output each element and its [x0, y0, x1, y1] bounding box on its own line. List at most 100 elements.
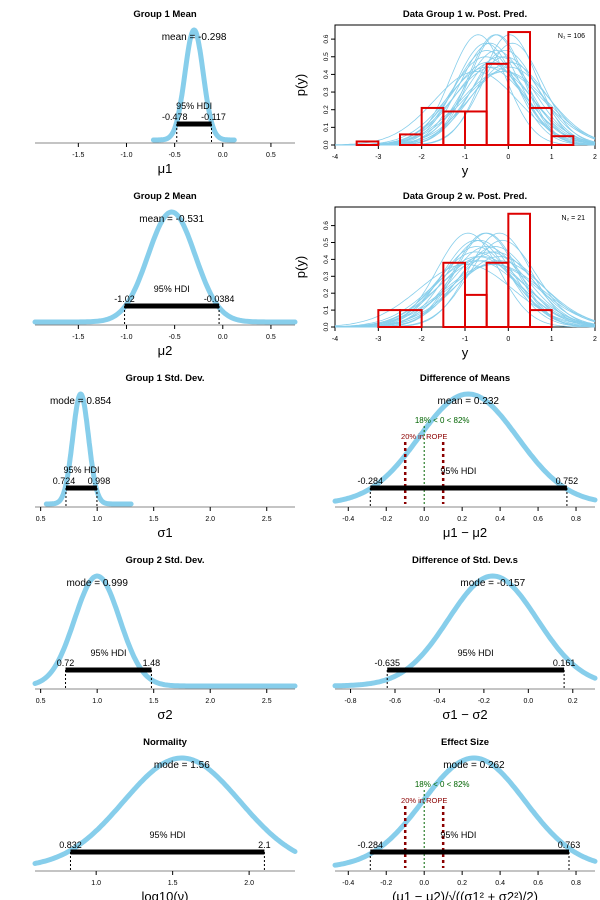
x-tick-label: 0.2 — [457, 880, 467, 887]
central-tendency-label: mode = 0.854 — [50, 396, 112, 407]
x-tick-label: 2.0 — [205, 698, 215, 705]
histogram-bar — [550, 135, 575, 146]
x-tick-label: -0.5 — [169, 152, 181, 159]
x-tick-label: 0.2 — [457, 516, 467, 523]
y-tick-label: 0.2 — [323, 105, 330, 114]
panel-9: Effect Size -0.4 -0.2 0.0 0.2 0.4 0.6 0.8 (μ1 − … — [332, 737, 598, 900]
hdi-lower-value: -0.284 — [358, 840, 384, 850]
x-tick-label: 0.0 — [218, 334, 228, 341]
hdi-upper-value: 0.763 — [558, 840, 581, 850]
histogram-bar — [464, 110, 488, 146]
posterior-density-curve — [332, 573, 598, 689]
x-tick-label: 0.2 — [568, 698, 578, 705]
panel-title: Effect Size — [441, 737, 489, 748]
hdi-label: 95% HDI — [90, 648, 126, 658]
comparison-value-label: 18% < 0 < 82% — [415, 416, 470, 425]
central-tendency-label: mode = -0.157 — [460, 578, 525, 589]
central-tendency-label: mode = 0.999 — [66, 578, 128, 589]
y-tick-label: 0.4 — [323, 70, 330, 79]
x-tick-label: -3 — [375, 336, 381, 343]
y-tick-label: 0.3 — [323, 87, 330, 96]
x-tick-label: 0 — [506, 336, 510, 343]
y-tick-label: 0.1 — [323, 305, 330, 314]
hdi-upper-value: -0.117 — [201, 112, 226, 122]
x-tick-label: -0.4 — [433, 698, 445, 705]
x-axis-label: σ2 — [157, 707, 172, 722]
y-tick-label: 0.6 — [323, 34, 330, 43]
x-tick-label: -0.2 — [380, 516, 392, 523]
panel-title: Group 2 Std. Dev. — [125, 555, 204, 566]
x-tick-label: -4 — [332, 336, 338, 343]
x-tick-label: 2.0 — [205, 516, 215, 523]
histogram-bar — [529, 106, 553, 146]
histogram-bar — [399, 309, 423, 329]
y-tick-label: 0.0 — [323, 140, 330, 149]
sample-size-label: N₂ = 21 — [561, 215, 585, 222]
central-tendency-label: mean = -0.298 — [162, 32, 227, 43]
hdi-label: 95% HDI — [154, 284, 190, 294]
panel-title: Normality — [143, 737, 188, 748]
hdi-lower-value: 0.724 — [53, 476, 76, 486]
x-tick-label: -0.4 — [342, 880, 354, 887]
rope-label: 20% in ROPE — [401, 796, 447, 805]
y-axis-label: p(y) — [293, 256, 308, 278]
hdi-upper-value: 1.48 — [143, 658, 161, 668]
x-tick-label: 1.5 — [168, 880, 178, 887]
hdi-label: 95% HDI — [149, 830, 185, 840]
x-axis-label: μ1 − μ2 — [443, 525, 487, 540]
x-axis-label: y — [462, 163, 469, 178]
histogram-bar — [464, 293, 488, 329]
x-tick-label: 1.0 — [92, 516, 102, 523]
x-axis-label: y — [462, 345, 469, 360]
x-tick-label: 0.5 — [266, 152, 276, 159]
x-tick-label: 1.5 — [149, 516, 159, 523]
histogram-bar — [355, 140, 380, 146]
x-tick-label: 0 — [506, 154, 510, 161]
posterior-density-curve — [32, 573, 298, 689]
x-tick-label: -1.5 — [72, 152, 84, 159]
panel-8: Normality 1.0 1.5 2.0 log10(ν) mode = 1.56 95%… — [32, 737, 298, 900]
x-tick-label: -1.0 — [120, 152, 132, 159]
x-tick-label: -0.2 — [380, 880, 392, 887]
panel-6: Group 2 Std. Dev. 0.5 1.0 1.5 2.0 2.5 σ2 mode =… — [32, 555, 298, 722]
central-tendency-label: mode = 1.56 — [154, 760, 210, 771]
hdi-upper-value: 2.1 — [258, 840, 271, 850]
y-tick-label: 0.2 — [323, 288, 330, 297]
x-tick-label: 0.5 — [36, 516, 46, 523]
sample-size-label: N₁ = 106 — [558, 33, 585, 40]
comparison-value-label: 18% < 0 < 82% — [415, 780, 470, 789]
x-tick-label: 0.8 — [571, 516, 581, 523]
x-tick-label: 0.0 — [419, 516, 429, 523]
x-tick-label: 0.0 — [419, 880, 429, 887]
hdi-lower-value: -0.635 — [374, 658, 400, 668]
x-axis-label: log10(ν) — [142, 889, 189, 900]
posterior-density-curve — [32, 209, 298, 325]
hdi-label: 95% HDI — [458, 648, 494, 658]
x-tick-label: 2 — [593, 154, 597, 161]
panel-title: Data Group 2 w. Post. Pred. — [403, 191, 527, 202]
hdi-label: 95% HDI — [440, 830, 476, 840]
posterior-density-curve — [32, 755, 298, 866]
x-tick-label: 0.8 — [571, 880, 581, 887]
x-tick-label: -0.4 — [342, 516, 354, 523]
x-tick-label: 2.5 — [262, 516, 272, 523]
hdi-lower-value: 0.832 — [59, 840, 82, 850]
x-tick-label: 0.4 — [495, 516, 505, 523]
y-tick-label: 0.1 — [323, 122, 330, 131]
x-tick-label: -1 — [462, 154, 468, 161]
panel-2: Group 2 Mean -1.5 -1.0 -0.5 0.0 0.5 μ2 mean = -… — [32, 191, 298, 358]
panel-5: Difference of Means -0.4 -0.2 0.0 0.2 0.4 0.6 0… — [332, 373, 598, 540]
hdi-lower-value: -0.478 — [162, 112, 188, 122]
y-tick-label: 0.5 — [323, 52, 330, 61]
hdi-lower-value: 0.72 — [57, 658, 75, 668]
panel-3: Data Group 2 w. Post. Pred. -4 -3 -2 -1 0 1 2 0.… — [293, 191, 597, 360]
histogram-bar — [507, 212, 532, 328]
central-tendency-label: mean = -0.531 — [139, 214, 204, 225]
panel-4: Group 1 Std. Dev. 0.5 1.0 1.5 2.0 2.5 σ1 mode =… — [35, 373, 295, 540]
x-axis-label: μ1 — [158, 161, 173, 176]
panel-title: Difference of Means — [420, 373, 510, 384]
central-tendency-label: mean = 0.232 — [438, 396, 500, 407]
panel-title: Data Group 1 w. Post. Pred. — [403, 9, 527, 20]
x-tick-label: -0.5 — [169, 334, 181, 341]
